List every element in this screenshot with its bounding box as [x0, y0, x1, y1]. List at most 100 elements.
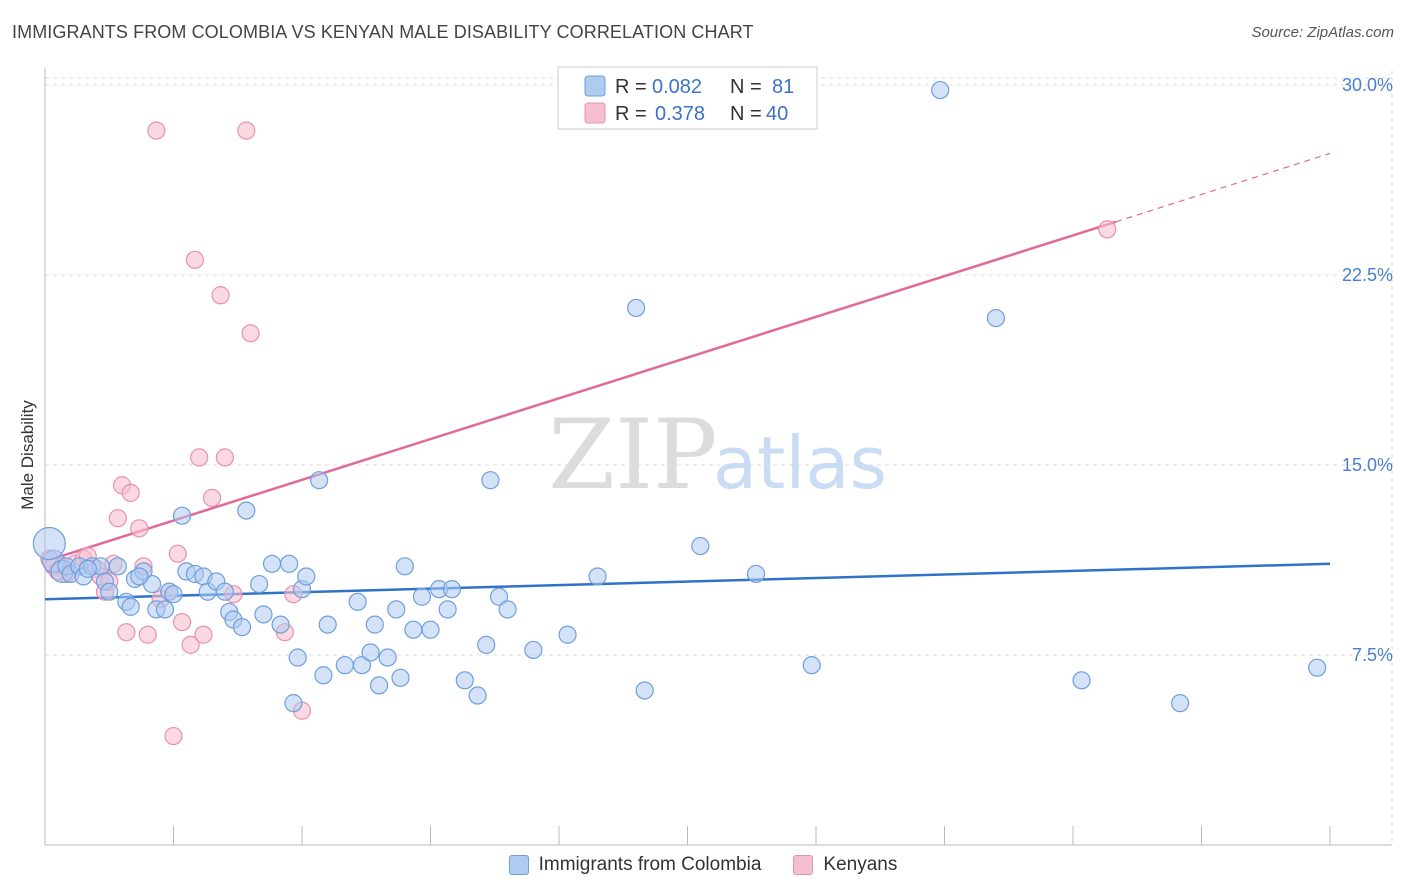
colombia-point-41 — [314, 666, 333, 685]
colombia-point-61 — [477, 635, 496, 654]
colombia-point-80 — [130, 567, 149, 586]
trend-lines — [44, 152, 1331, 601]
legend-item-kenyans: Kenyans — [793, 854, 897, 876]
kenyans-point-29 — [211, 286, 230, 305]
legend-n-label-kenyans: N = — [730, 103, 762, 125]
colombia-point-76 — [1170, 694, 1190, 713]
colombia-point-54 — [412, 587, 432, 606]
legend-r-label-kenyans: R = — [615, 103, 647, 125]
bottom-legend: Immigrants from Colombia Kenyans — [0, 850, 1406, 880]
colombia-point-49 — [378, 648, 397, 667]
axes — [44, 68, 1392, 846]
chart-title: IMMIGRANTS FROM COLOMBIA VS KENYAN MALE … — [12, 22, 754, 42]
colombia-point-55 — [421, 620, 440, 639]
colombia-point-39 — [297, 567, 316, 586]
colombia-point-59 — [455, 671, 474, 690]
colombia-point-37 — [288, 648, 307, 667]
kenyans-point-32 — [237, 121, 256, 140]
colombia-point-43 — [335, 656, 354, 675]
colombia-point-62 — [481, 471, 500, 490]
colombia-point-20 — [172, 506, 192, 525]
scatter-chart: ZIP atlas 7.5%15.0%22.5%30.0%0.0%30.0% M… — [18, 66, 1393, 846]
legend-r-label-colombia: R = — [615, 76, 647, 98]
colombia-point-36 — [284, 694, 303, 713]
colombia-point-47 — [365, 615, 384, 634]
colombia-point-69 — [635, 681, 654, 700]
colombia-point-19 — [164, 585, 183, 604]
legend-swatch-colombia — [584, 75, 606, 97]
kenyans-point-24 — [181, 635, 200, 654]
kenyans-point-12 — [108, 509, 127, 528]
chart-source: Source: ZipAtlas.com — [1251, 24, 1394, 41]
trend-line-kenyans — [44, 220, 1117, 563]
colombia-point-45 — [352, 656, 372, 675]
legend-label-kenyans: Kenyans — [823, 854, 898, 875]
kenyans-point-37 — [164, 726, 183, 746]
grid-lines — [45, 70, 1393, 845]
colombia-point-32 — [254, 605, 273, 624]
colombia-point-33 — [262, 554, 282, 573]
watermark-zip: ZIP — [548, 399, 717, 511]
colombia-point-79 — [78, 559, 97, 578]
colombia-point-48 — [370, 676, 389, 695]
colombia-point-57 — [438, 600, 457, 619]
kenyans-point-16 — [130, 519, 149, 538]
kenyans-point-22 — [168, 544, 187, 563]
colombia-point-75 — [1072, 671, 1091, 690]
colombia-point-30 — [237, 501, 256, 520]
colombia-point-74 — [986, 308, 1006, 328]
colombia-point-60 — [468, 686, 487, 705]
legend-box: R = 0.082 N = 81 R = 0.378 N = 40 — [557, 66, 818, 130]
colombia-point-10 — [108, 557, 127, 576]
colombia-point-68 — [626, 298, 646, 318]
colombia-point-29 — [232, 618, 252, 637]
colombia-point-51 — [391, 668, 410, 687]
kenyans-point-15 — [121, 483, 140, 502]
kenyans-point-19 — [147, 121, 166, 140]
colombia-point-26 — [215, 582, 234, 601]
colombia-point-70 — [691, 536, 710, 556]
colombia-point-34 — [271, 615, 290, 634]
y-tick-label-1: 15.0% — [1342, 455, 1393, 475]
colombia-point-31 — [250, 574, 269, 594]
trend-line-colombia — [44, 562, 1331, 601]
colombia-point-65 — [524, 640, 543, 660]
y-tick-label-0: 7.5% — [1352, 645, 1393, 665]
kenyans-point-33 — [241, 324, 260, 343]
colombia-point-64 — [498, 600, 517, 619]
colombia-point-66 — [558, 625, 577, 644]
colombia-point-53 — [404, 620, 423, 639]
legend-swatch-kenyans-bottom — [793, 855, 814, 875]
y-tick-label-2: 22.5% — [1342, 265, 1393, 285]
legend-n-value-colombia: 81 — [772, 76, 794, 98]
y-tick-label-3: 30.0% — [1342, 75, 1393, 95]
watermark: ZIP atlas — [548, 399, 887, 511]
legend-n-value-kenyans: 40 — [766, 103, 788, 125]
colombia-point-44 — [348, 592, 367, 611]
trend-line-kenyans-extension — [1115, 152, 1331, 223]
colombia-point-72 — [802, 656, 821, 675]
colombia-point-35 — [280, 554, 299, 573]
kenyans-point-25 — [185, 250, 205, 269]
colombia-point-12 — [121, 597, 140, 616]
colombia-point-77 — [1308, 658, 1327, 677]
colombia-point-71 — [746, 564, 766, 584]
kenyans-point-23 — [172, 612, 192, 632]
kenyans-point-28 — [202, 488, 222, 508]
legend-swatch-kenyans — [584, 102, 606, 124]
colombia-point-58 — [442, 580, 462, 599]
colombia-point-63 — [489, 587, 509, 606]
colombia-point-42 — [318, 615, 337, 634]
legend-r-value-colombia: 0.082 — [652, 76, 702, 98]
colombia-point-40 — [310, 471, 329, 490]
kenyans-point-30 — [215, 448, 234, 467]
colombia-point-78 — [32, 526, 66, 561]
kenyans-point-38 — [1098, 220, 1117, 239]
kenyans-point-14 — [117, 623, 136, 642]
kenyans-point-26 — [190, 448, 209, 467]
y-axis-label: Male Disability — [18, 400, 37, 510]
colombia-point-52 — [395, 557, 414, 576]
legend-label-colombia: Immigrants from Colombia — [538, 854, 762, 875]
legend-item-colombia: Immigrants from Colombia — [508, 854, 762, 876]
colombia-points — [32, 80, 1327, 713]
